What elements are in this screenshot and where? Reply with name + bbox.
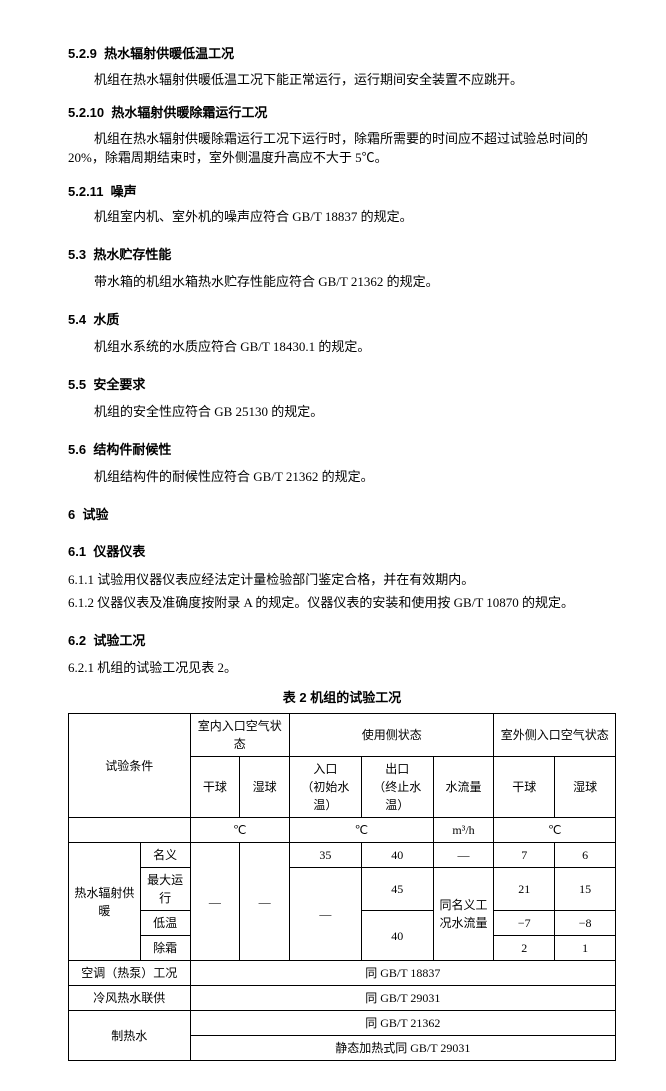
row-defrost: 除霜 <box>140 936 190 961</box>
cell-hotwater-2: 静态加热式同 GB/T 29031 <box>190 1036 615 1061</box>
cell-inlet-rest: — <box>289 868 361 961</box>
table-row: 试验条件 室内入口空气状态 使用侧状态 室外侧入口空气状态 <box>69 714 616 757</box>
table-row: 空调（热泵）工况 同 GB/T 18837 <box>69 961 616 986</box>
unit-degc-out: ℃ <box>494 818 616 843</box>
table-row: 制热水 同 GB/T 21362 <box>69 1011 616 1036</box>
unit-blank <box>69 818 191 843</box>
cell-outwet-max: 15 <box>555 868 616 911</box>
para-5-6: 机组结构件的耐候性应符合 GB/T 21362 的规定。 <box>68 467 616 487</box>
cell-outlet-nominal: 40 <box>361 843 433 868</box>
para-6-1-1: 6.1.1 试验用仪器仪表应经法定计量检验部门鉴定合格，并在有效期内。 <box>68 570 616 590</box>
row-max: 最大运行 <box>140 868 190 911</box>
cell-flow-nominal: — <box>433 843 494 868</box>
header-condition: 试验条件 <box>69 714 191 818</box>
cell-outwet-nominal: 6 <box>555 843 616 868</box>
para-6-2-1: 6.2.1 机组的试验工况见表 2。 <box>68 658 616 678</box>
cell-outlet-max: 45 <box>361 868 433 911</box>
cell-indoor-dry: — <box>190 843 240 961</box>
cell-outdry-defrost: 2 <box>494 936 555 961</box>
header-indoor-air: 室内入口空气状态 <box>190 714 289 757</box>
cell-outdry-nominal: 7 <box>494 843 555 868</box>
row-low: 低温 <box>140 911 190 936</box>
cell-flow-rest: 同名义工况水流量 <box>433 868 494 961</box>
header-dry-bulb-out: 干球 <box>494 757 555 818</box>
heading-6-1: 6.1 仪器仪表 <box>68 542 616 562</box>
table-row: 热水辐射供暖 名义 — — 35 40 — 7 6 <box>69 843 616 868</box>
cell-outdry-max: 21 <box>494 868 555 911</box>
cell-outdry-low: −7 <box>494 911 555 936</box>
para-5-2-9: 机组在热水辐射供暖低温工况下能正常运行，运行期间安全装置不应跳开。 <box>68 70 616 90</box>
header-flow: 水流量 <box>433 757 494 818</box>
header-wet-bulb-out: 湿球 <box>555 757 616 818</box>
cell-coldwind-value: 同 GB/T 29031 <box>190 986 615 1011</box>
cell-hotwater-1: 同 GB/T 21362 <box>190 1011 615 1036</box>
para-5-2-11: 机组室内机、室外机的噪声应符合 GB/T 18837 的规定。 <box>68 207 616 227</box>
table-caption: 表 2 机组的试验工况 <box>68 688 616 708</box>
cell-ac-value: 同 GB/T 18837 <box>190 961 615 986</box>
unit-degc-indoor: ℃ <box>190 818 289 843</box>
header-outdoor-air: 室外侧入口空气状态 <box>494 714 616 757</box>
test-conditions-table: 试验条件 室内入口空气状态 使用侧状态 室外侧入口空气状态 干球 湿球 入口（初… <box>68 713 616 1061</box>
header-wet-bulb: 湿球 <box>240 757 290 818</box>
heading-5-4: 5.4 水质 <box>68 310 616 330</box>
header-use-side: 使用侧状态 <box>289 714 493 757</box>
unit-m3h: m³/h <box>433 818 494 843</box>
row-nominal: 名义 <box>140 843 190 868</box>
heading-6-2: 6.2 试验工况 <box>68 631 616 651</box>
para-5-3: 带水箱的机组水箱热水贮存性能应符合 GB/T 21362 的规定。 <box>68 272 616 292</box>
row-coldwind: 冷风热水联供 <box>69 986 191 1011</box>
heading-5-2-11: 5.2.11 噪声 <box>68 182 616 202</box>
heading-5-6: 5.6 结构件耐候性 <box>68 440 616 460</box>
heading-5-2-10: 5.2.10 热水辐射供暖除霜运行工况 <box>68 103 616 123</box>
para-5-5: 机组的安全性应符合 GB 25130 的规定。 <box>68 402 616 422</box>
cell-outwet-defrost: 1 <box>555 936 616 961</box>
heading-5-5: 5.5 安全要求 <box>68 375 616 395</box>
row-ac-heatpump: 空调（热泵）工况 <box>69 961 191 986</box>
para-5-4: 机组水系统的水质应符合 GB/T 18430.1 的规定。 <box>68 337 616 357</box>
table-row: 冷风热水联供 同 GB/T 29031 <box>69 986 616 1011</box>
cell-outwet-low: −8 <box>555 911 616 936</box>
cell-outlet-low-defrost: 40 <box>361 911 433 961</box>
cell-indoor-wet: — <box>240 843 290 961</box>
header-outlet: 出口（终止水温） <box>361 757 433 818</box>
header-dry-bulb: 干球 <box>190 757 240 818</box>
row-radiant-heating: 热水辐射供暖 <box>69 843 141 961</box>
para-6-1-2: 6.1.2 仪器仪表及准确度按附录 A 的规定。仪器仪表的安装和使用按 GB/T… <box>68 593 616 613</box>
heading-6: 6 试验 <box>68 505 616 525</box>
row-hotwater: 制热水 <box>69 1011 191 1061</box>
heading-5-3: 5.3 热水贮存性能 <box>68 245 616 265</box>
heading-5-2-9: 5.2.9 热水辐射供暖低温工况 <box>68 44 616 64</box>
para-5-2-10: 机组在热水辐射供暖除霜运行工况下运行时，除霜所需要的时间应不超过试验总时间的 2… <box>68 129 616 168</box>
cell-inlet-nominal: 35 <box>289 843 361 868</box>
table-row: 最大运行 — 45 同名义工况水流量 21 15 <box>69 868 616 911</box>
unit-degc-use: ℃ <box>289 818 433 843</box>
table-row: ℃ ℃ m³/h ℃ <box>69 818 616 843</box>
header-inlet: 入口（初始水温） <box>289 757 361 818</box>
